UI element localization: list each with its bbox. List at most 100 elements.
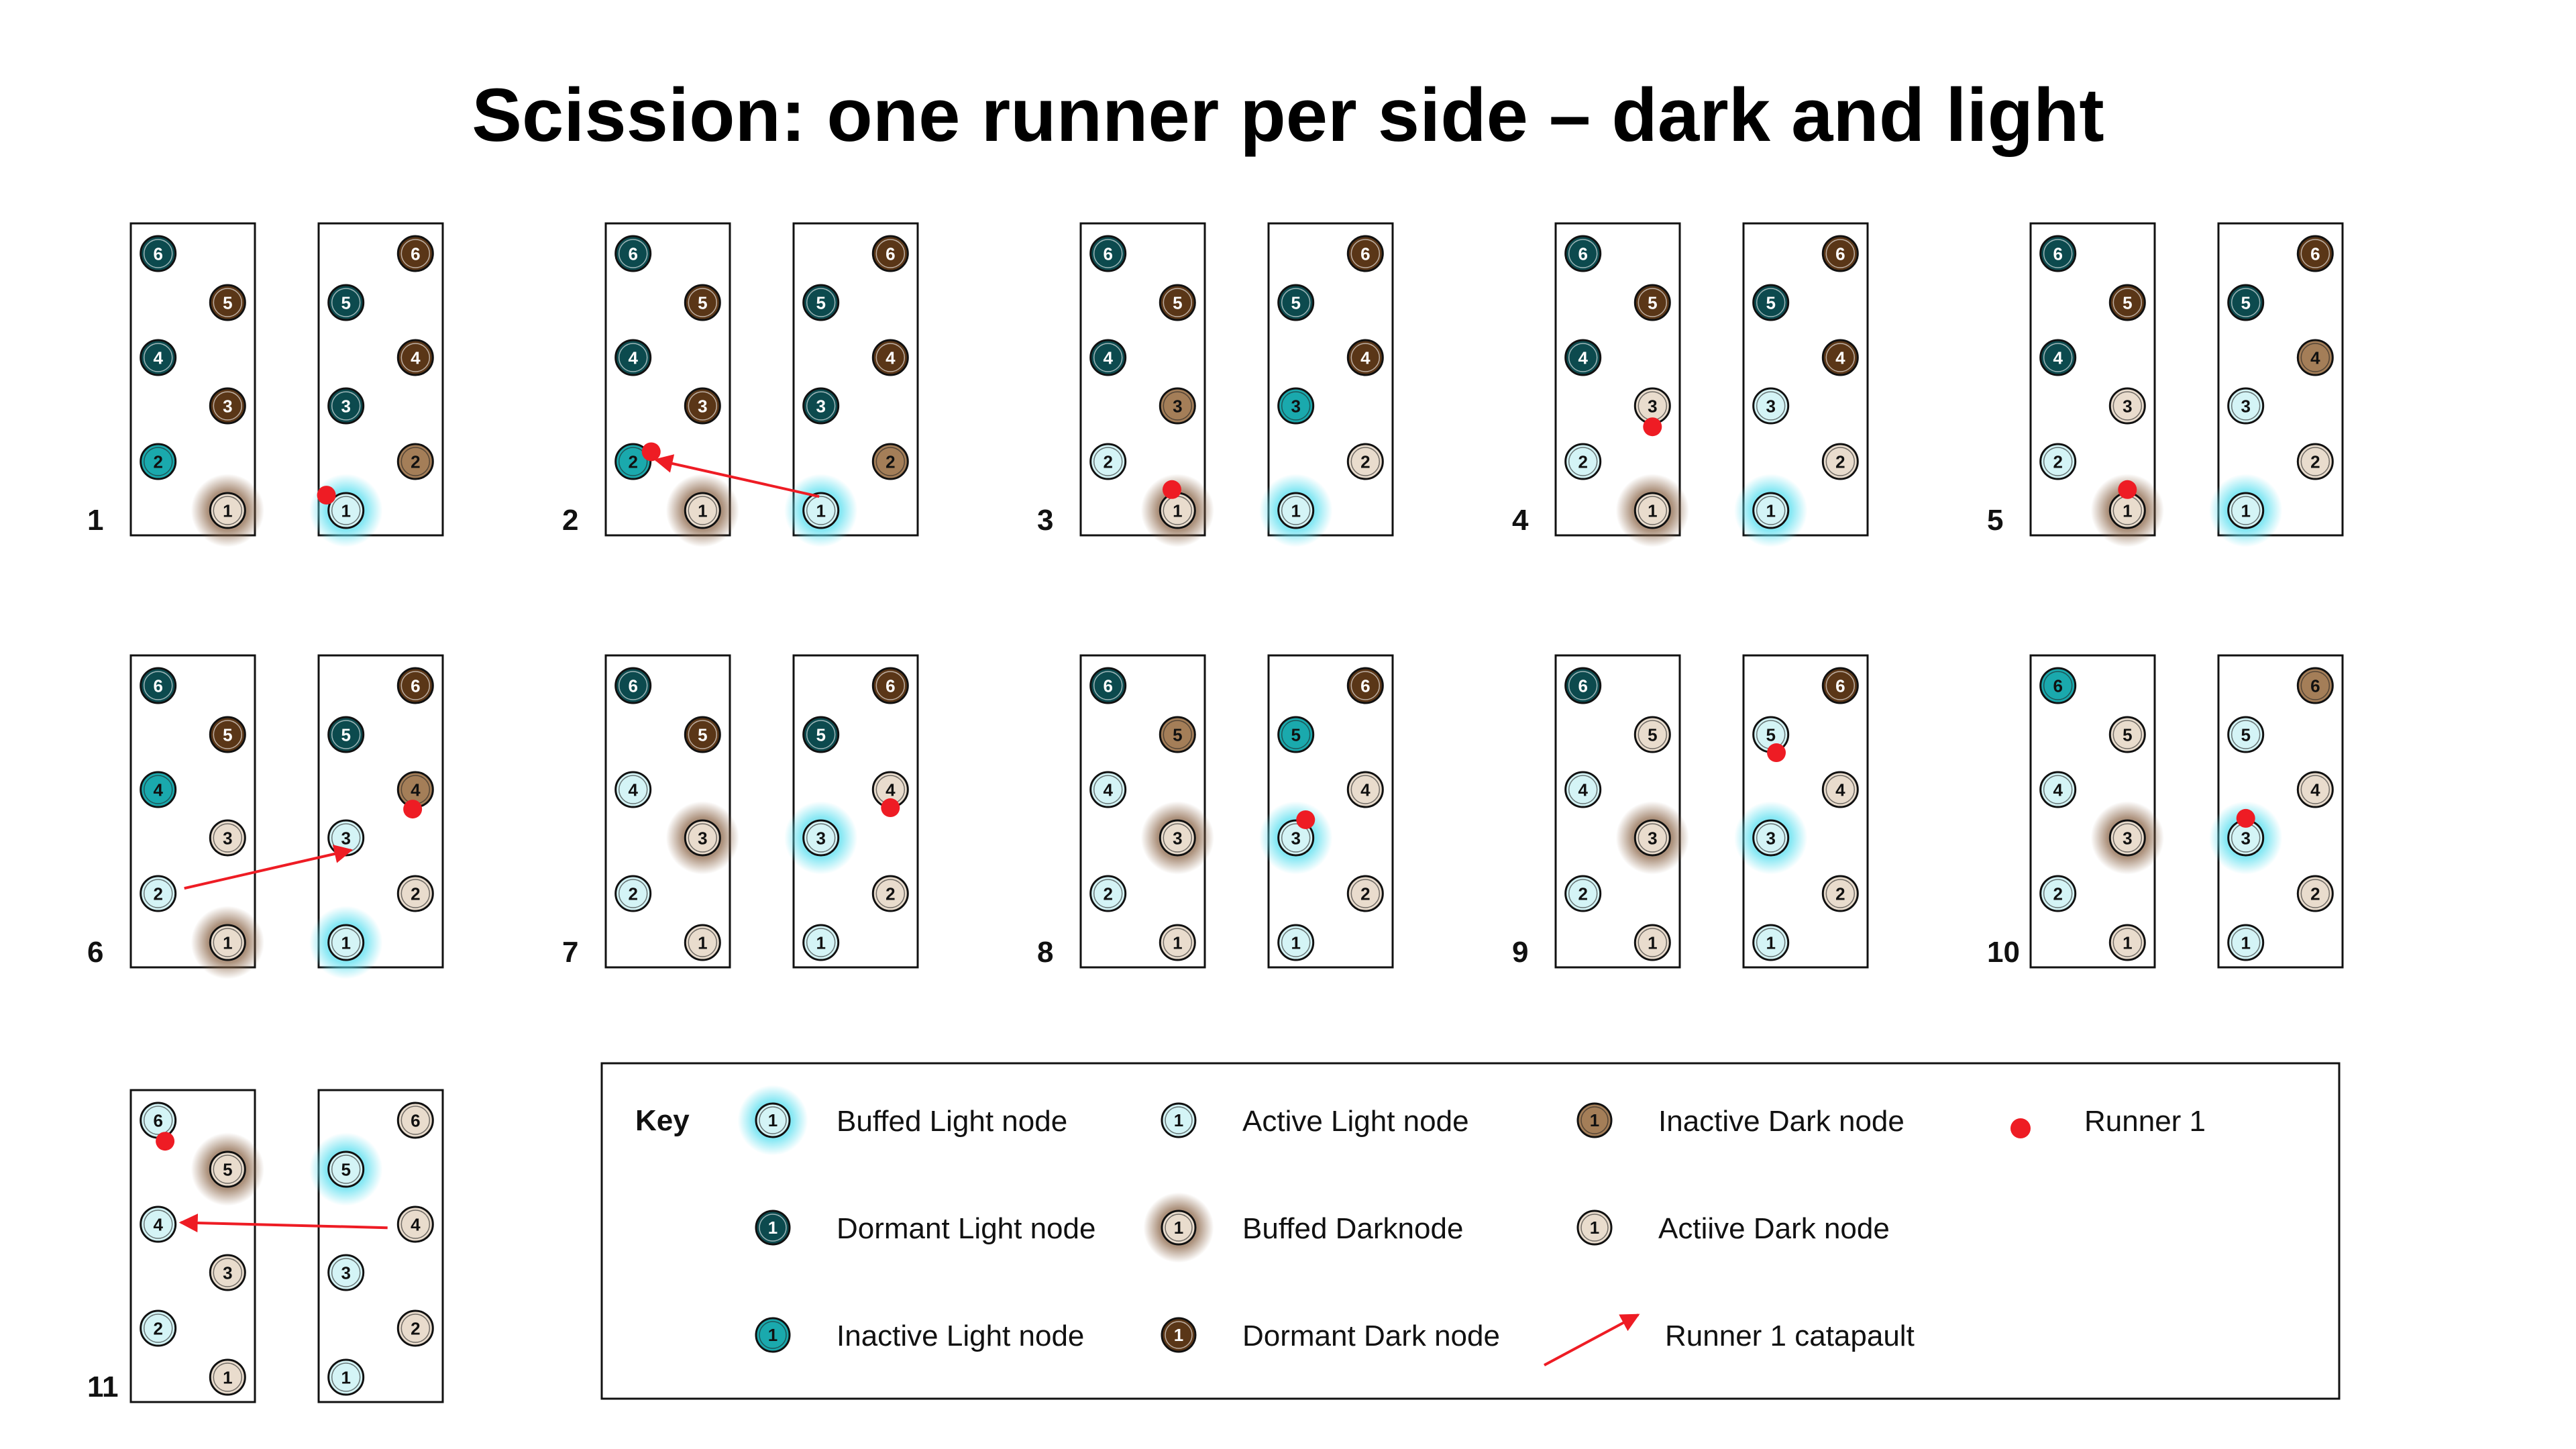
right-node-4-inactive-dark: 4	[2296, 339, 2334, 376]
node-number: 4	[2310, 347, 2320, 368]
node-number: 3	[698, 396, 707, 416]
node-number: 2	[153, 883, 162, 904]
node-number: 5	[816, 292, 825, 313]
node-circle	[140, 771, 177, 808]
node-circle	[2039, 667, 2077, 704]
node-number: 1	[341, 1367, 350, 1387]
node-number: 1	[1590, 1110, 1599, 1130]
left-node-2-active-light: 2	[2039, 875, 2077, 912]
node-ring	[1638, 823, 1668, 853]
node-circle	[1633, 492, 1671, 529]
node-circle	[1346, 235, 1384, 272]
key-label: Runner 1 catapault	[1665, 1320, 1915, 1352]
node-ring	[143, 1313, 173, 1343]
node-ring	[1825, 671, 1856, 700]
node-number: 6	[411, 244, 420, 264]
right-node-6-dormant-dark: 6	[871, 667, 909, 704]
step-9: 9 6 5 4 3 2 1 6 5 4 3 2 1	[1512, 654, 1869, 969]
node-number: 5	[223, 292, 232, 313]
node-ring	[1163, 928, 1193, 957]
node-ring	[331, 1362, 361, 1392]
node-ring	[331, 288, 361, 317]
node-circle	[1821, 443, 1859, 480]
node-ring	[213, 496, 243, 525]
node-number: 1	[1590, 1218, 1599, 1238]
node-number: 4	[1103, 347, 1113, 368]
node-circle	[1564, 667, 1602, 704]
node-number: 1	[816, 932, 825, 953]
node-circle	[802, 924, 840, 961]
catapult-arrow	[184, 845, 354, 890]
node-circle	[1346, 875, 1384, 912]
node-number: 6	[1578, 676, 1587, 696]
node-circle	[1633, 284, 1671, 321]
node-circle	[1277, 387, 1315, 425]
node-circle	[1564, 339, 1602, 376]
right-node-2-inactive-dark: 2	[871, 443, 909, 480]
node-ring	[143, 343, 173, 372]
node-ring	[1825, 343, 1856, 372]
node-ring	[143, 447, 173, 476]
node-circle	[2227, 492, 2265, 529]
node-number: 6	[1835, 676, 1845, 696]
left-node-2-inactive-light: 2	[614, 443, 652, 480]
node-number: 3	[2123, 396, 2132, 416]
node-number: 4	[1835, 347, 1845, 368]
node-ring	[688, 496, 718, 525]
right-node-5-dormant-light: 5	[2227, 284, 2265, 321]
node-ring	[1163, 391, 1193, 421]
node-number: 6	[1578, 244, 1587, 264]
key-node-inactive-dark: 1	[1576, 1102, 1613, 1138]
node-ring	[2043, 343, 2073, 372]
node-number: 6	[1103, 244, 1112, 264]
node-number: 1	[1174, 1110, 1183, 1130]
node-number: 6	[628, 244, 637, 264]
node-circle	[684, 924, 721, 961]
node-circle	[2039, 235, 2077, 272]
node-number: 3	[223, 1263, 232, 1283]
node-circle	[614, 771, 652, 808]
node-circle	[1346, 339, 1384, 376]
node-circle	[2039, 443, 2077, 480]
right-node-6-dormant-dark: 6	[1821, 235, 1859, 272]
node-circle	[684, 492, 721, 529]
node-number: 3	[341, 396, 350, 416]
node-circle	[327, 387, 365, 425]
node-circle	[140, 667, 177, 704]
left-node-3-active-dark: 3	[1633, 387, 1671, 425]
node-ring	[143, 671, 173, 700]
key-label: Inactive Dark node	[1658, 1105, 1904, 1138]
node-circle	[396, 339, 434, 376]
runner-1-marker	[2236, 808, 2255, 828]
runner-1-marker	[641, 442, 661, 462]
node-ring	[2043, 239, 2073, 268]
right-node-4-active-dark: 4	[396, 1205, 434, 1243]
node-ring	[213, 1258, 243, 1287]
node-circle	[327, 1358, 365, 1396]
right-node-3-active-light: 3	[2227, 387, 2265, 425]
node-circle	[2108, 819, 2146, 857]
node-ring	[213, 928, 243, 957]
node-number: 3	[2123, 828, 2132, 848]
node-circle	[684, 819, 721, 857]
left-node-2-active-light: 2	[2039, 443, 2077, 480]
key-node-buffed-light: 1	[737, 1085, 808, 1156]
node-circle	[614, 443, 652, 480]
node-ring	[331, 928, 361, 957]
left-node-2-active-light: 2	[614, 875, 652, 912]
node-circle	[684, 284, 721, 321]
right-node-4-active-dark: 4	[2296, 771, 2334, 808]
node-number: 3	[816, 828, 825, 848]
left-node-6-dormant-light: 6	[614, 667, 652, 704]
node-ring	[400, 343, 431, 372]
node-number: 3	[1173, 396, 1182, 416]
node-number: 4	[153, 1214, 163, 1234]
right-node-1-buffed-light: 1	[309, 474, 383, 547]
right-node-1-buffed-light: 1	[309, 906, 383, 979]
key-item-al: 1 Active Light node	[1161, 1102, 1469, 1138]
left-node-3-dormant-dark: 3	[684, 387, 721, 425]
right-node-5-dormant-light: 5	[802, 716, 840, 753]
node-circle	[1346, 667, 1384, 704]
node-circle	[209, 1254, 246, 1291]
node-number: 4	[153, 780, 163, 800]
